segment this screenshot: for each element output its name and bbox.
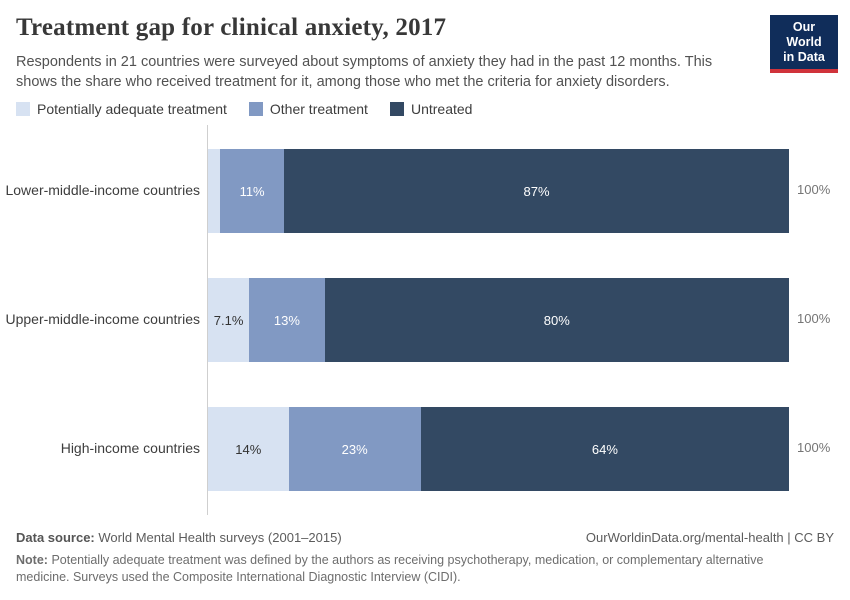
- legend-swatch-icon: [16, 102, 30, 116]
- data-source-value: World Mental Health surveys (2001–2015): [98, 530, 342, 545]
- bar-segment: 13%: [249, 278, 325, 362]
- legend-item-1: Other treatment: [248, 101, 368, 117]
- bar-segment: 11%: [220, 149, 285, 233]
- legend-item-2: Untreated: [389, 101, 473, 117]
- legend-label: Potentially adequate treatment: [37, 101, 227, 117]
- chart-title: Treatment gap for clinical anxiety, 2017: [16, 14, 447, 41]
- legend-label: Other treatment: [269, 101, 368, 117]
- data-source-label: Data source:: [16, 530, 95, 545]
- owid-logo-line2: in Data: [783, 50, 825, 64]
- total-label: 100%: [797, 440, 831, 455]
- bar-segment: 87%: [284, 149, 789, 233]
- category-label: Upper-middle-income countries: [5, 311, 200, 327]
- bar-segment: 64%: [420, 407, 790, 491]
- stacked-bar-row: 7.1% 13% 80%: [208, 278, 789, 362]
- owid-license-link[interactable]: OurWorldinData.org/mental-health | CC BY: [585, 530, 834, 545]
- legend-swatch-icon: [248, 102, 263, 116]
- stacked-bar-row: 14% 23% 64%: [208, 407, 790, 491]
- legend: Potentially adequate treatment Other trea…: [16, 101, 472, 117]
- stacked-bar-row: 11% 87%: [208, 149, 789, 233]
- total-label: 100%: [797, 182, 831, 197]
- bar-segment: 7.1%: [208, 278, 250, 362]
- bar-segment: 23%: [288, 407, 421, 491]
- footer: Data source: World Mental Health surveys…: [16, 530, 834, 545]
- legend-item-0: Potentially adequate treatment: [16, 101, 227, 117]
- bar-segment: [208, 149, 221, 233]
- footnote: Note: Potentially adequate treatment was…: [16, 552, 796, 587]
- category-label: Lower-middle-income countries: [5, 182, 200, 198]
- legend-label: Untreated: [410, 101, 473, 117]
- data-source-line: Data source: World Mental Health surveys…: [16, 530, 342, 545]
- bar-segment: 14%: [208, 407, 289, 491]
- legend-swatch-icon: [389, 102, 404, 116]
- y-axis-line: [207, 125, 208, 515]
- category-label: High-income countries: [60, 440, 200, 456]
- total-label: 100%: [797, 311, 831, 326]
- footnote-text: Potentially adequate treatment was defin…: [16, 553, 764, 585]
- chart-subtitle: Respondents in 21 countries were surveye…: [16, 54, 713, 90]
- footnote-label: Note:: [16, 553, 48, 567]
- bar-segment: 80%: [324, 278, 789, 362]
- owid-logo-line1: Our World: [786, 20, 822, 49]
- owid-logo: Our World in Data: [770, 15, 838, 73]
